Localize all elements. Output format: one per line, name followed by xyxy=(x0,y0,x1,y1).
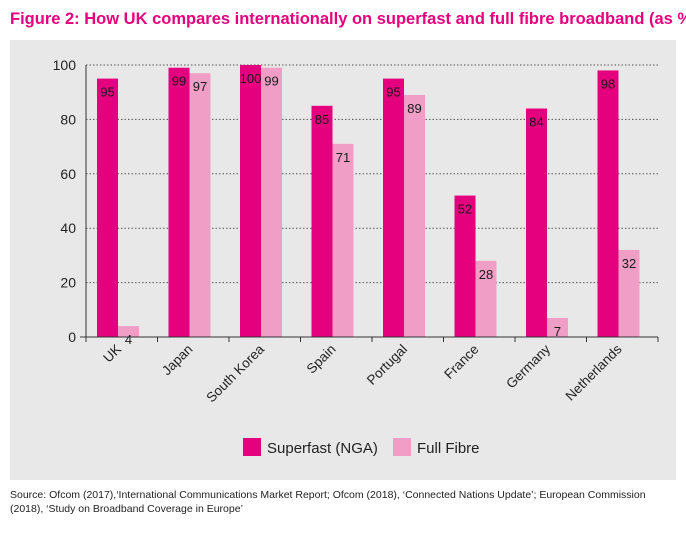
figure-title: Figure 2: How UK compares internationall… xyxy=(10,10,686,28)
source-line-1: Source: Ofcom (2017),‘International Comm… xyxy=(10,489,646,501)
bar-full-fibre xyxy=(475,260,497,337)
y-tick-label: 60 xyxy=(60,166,76,182)
bar-superfast xyxy=(168,67,190,337)
bar-full-fibre xyxy=(332,143,354,337)
data-label: 89 xyxy=(407,101,421,116)
data-label: 28 xyxy=(479,267,493,282)
data-label: 100 xyxy=(240,71,262,86)
source-note: Source: Ofcom (2017),‘International Comm… xyxy=(10,488,682,516)
bar-superfast xyxy=(240,65,261,337)
data-label: 71 xyxy=(336,150,350,165)
bar-full-fibre xyxy=(618,249,640,337)
data-label: 84 xyxy=(529,115,543,130)
legend-label-superfast: Superfast (NGA) xyxy=(267,440,378,457)
bar-full-fibre xyxy=(404,94,425,337)
bar-superfast xyxy=(311,105,333,337)
data-label: 85 xyxy=(315,112,329,127)
y-tick-label: 20 xyxy=(60,275,76,291)
x-tick-label: Portugal xyxy=(364,342,410,388)
data-label: 99 xyxy=(264,74,278,89)
bar-superfast xyxy=(383,78,404,337)
x-tick-label: South Korea xyxy=(203,341,267,405)
data-label: 97 xyxy=(193,79,207,94)
x-tick-label: UK xyxy=(100,342,124,366)
data-label: 4 xyxy=(125,332,132,347)
y-tick-label: 80 xyxy=(60,111,76,127)
bar-superfast xyxy=(597,70,619,337)
legend-swatch-superfast xyxy=(243,438,261,456)
y-tick-label: 100 xyxy=(53,57,77,73)
data-label: 98 xyxy=(601,76,615,91)
bar-full-fibre xyxy=(261,67,282,337)
bar-full-fibre xyxy=(547,317,568,337)
chart-panel: 95 4 99 97 100 99 85 71 95 89 52 28 84 7 98 32 0 20 40 60 8… xyxy=(10,40,676,480)
x-tick-label: Japan xyxy=(159,342,196,379)
y-tick-label: 40 xyxy=(60,220,76,236)
data-label: 7 xyxy=(554,324,561,339)
source-line-2: (2018), ‘Study on Broadband Coverage in … xyxy=(10,503,243,515)
legend-label-full-fibre: Full Fibre xyxy=(417,440,480,457)
data-label: 32 xyxy=(622,256,636,271)
bar-superfast xyxy=(526,108,547,338)
data-label: 95 xyxy=(100,85,114,100)
data-label: 52 xyxy=(458,202,472,217)
legend-swatch-full-fibre xyxy=(393,438,411,456)
bar-full-fibre xyxy=(118,326,139,337)
y-tick-label: 0 xyxy=(68,329,76,345)
data-label: 99 xyxy=(172,74,186,89)
x-tick-label: Germany xyxy=(503,341,553,391)
x-tick-label: France xyxy=(441,342,481,382)
bar-full-fibre xyxy=(189,73,211,337)
bar-superfast xyxy=(454,195,476,337)
x-tick-label: Spain xyxy=(304,342,339,377)
bar-superfast xyxy=(97,78,118,337)
x-tick-label: Netherlands xyxy=(563,341,625,403)
data-label: 95 xyxy=(386,85,400,100)
